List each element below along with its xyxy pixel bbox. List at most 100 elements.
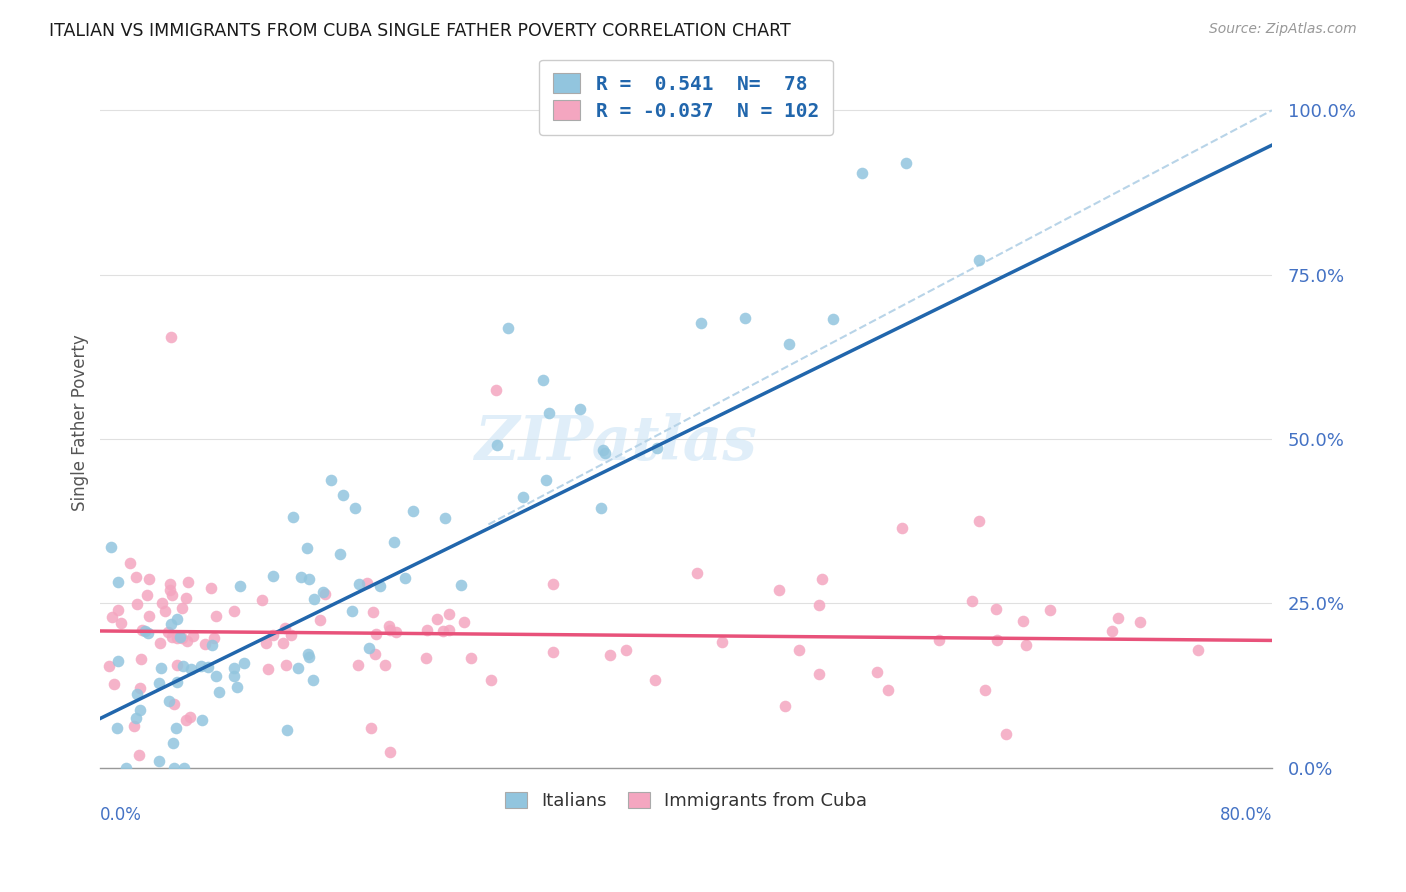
Point	[437, 623, 460, 637]
Point	[262, 568, 284, 582]
Point	[460, 651, 482, 665]
Point	[808, 598, 831, 612]
Point	[280, 628, 302, 642]
Point	[298, 649, 321, 664]
Point	[361, 605, 384, 619]
Point	[356, 576, 378, 591]
Point	[415, 651, 437, 665]
Point	[890, 521, 912, 535]
Point	[432, 624, 454, 639]
Point	[128, 747, 150, 762]
Point	[281, 509, 304, 524]
Point	[402, 503, 425, 517]
Point	[131, 623, 153, 637]
Point	[368, 579, 391, 593]
Point	[984, 602, 1007, 616]
Point	[138, 572, 160, 586]
Point	[314, 587, 336, 601]
Point	[208, 685, 231, 699]
Point	[821, 312, 844, 326]
Point	[205, 668, 228, 682]
Point	[378, 619, 401, 633]
Point	[274, 621, 297, 635]
Point	[589, 501, 612, 516]
Point	[201, 639, 224, 653]
Point	[128, 681, 150, 695]
Point	[773, 698, 796, 713]
Point	[257, 662, 280, 676]
Point	[107, 602, 129, 616]
Point	[364, 648, 387, 662]
Point	[174, 713, 197, 727]
Point	[97, 658, 120, 673]
Point	[290, 570, 312, 584]
Point	[309, 613, 332, 627]
Point	[359, 641, 381, 656]
Point	[172, 600, 194, 615]
Point	[382, 534, 405, 549]
Point	[107, 574, 129, 589]
Point	[107, 654, 129, 668]
Point	[103, 676, 125, 690]
Point	[1101, 624, 1123, 638]
Point	[159, 330, 181, 344]
Point	[344, 501, 367, 516]
Point	[152, 596, 174, 610]
Point	[190, 659, 212, 673]
Point	[1187, 643, 1209, 657]
Point	[157, 694, 180, 708]
Point	[967, 514, 990, 528]
Point	[148, 755, 170, 769]
Point	[645, 442, 668, 456]
Point	[179, 710, 201, 724]
Point	[252, 592, 274, 607]
Point	[273, 636, 295, 650]
Point	[479, 673, 502, 688]
Point	[485, 383, 508, 397]
Point	[319, 474, 342, 488]
Point	[202, 631, 225, 645]
Point	[127, 597, 149, 611]
Point	[928, 632, 950, 647]
Point	[166, 631, 188, 645]
Point	[1129, 615, 1152, 629]
Point	[986, 632, 1008, 647]
Point	[162, 736, 184, 750]
Point	[181, 629, 204, 643]
Text: 80.0%: 80.0%	[1219, 805, 1272, 823]
Point	[205, 609, 228, 624]
Text: Source: ZipAtlas.com: Source: ZipAtlas.com	[1209, 22, 1357, 37]
Point	[229, 579, 252, 593]
Point	[224, 669, 246, 683]
Point	[332, 487, 354, 501]
Point	[125, 711, 148, 725]
Point	[810, 572, 832, 586]
Point	[302, 591, 325, 606]
Point	[160, 630, 183, 644]
Text: 0.0%: 0.0%	[100, 805, 142, 823]
Point	[967, 252, 990, 267]
Point	[1107, 610, 1129, 624]
Point	[787, 643, 810, 657]
Point	[439, 607, 461, 621]
Point	[163, 761, 186, 775]
Point	[297, 647, 319, 661]
Point	[173, 761, 195, 775]
Point	[360, 721, 382, 735]
Point	[378, 745, 401, 759]
Point	[685, 566, 707, 580]
Point	[226, 680, 249, 694]
Point	[262, 627, 284, 641]
Point	[593, 446, 616, 460]
Point	[877, 682, 900, 697]
Point	[778, 337, 800, 351]
Point	[176, 634, 198, 648]
Point	[100, 541, 122, 555]
Point	[125, 570, 148, 584]
Point	[960, 593, 983, 607]
Point	[346, 658, 368, 673]
Point	[232, 656, 254, 670]
Point	[312, 585, 335, 599]
Point	[129, 651, 152, 665]
Point	[118, 556, 141, 570]
